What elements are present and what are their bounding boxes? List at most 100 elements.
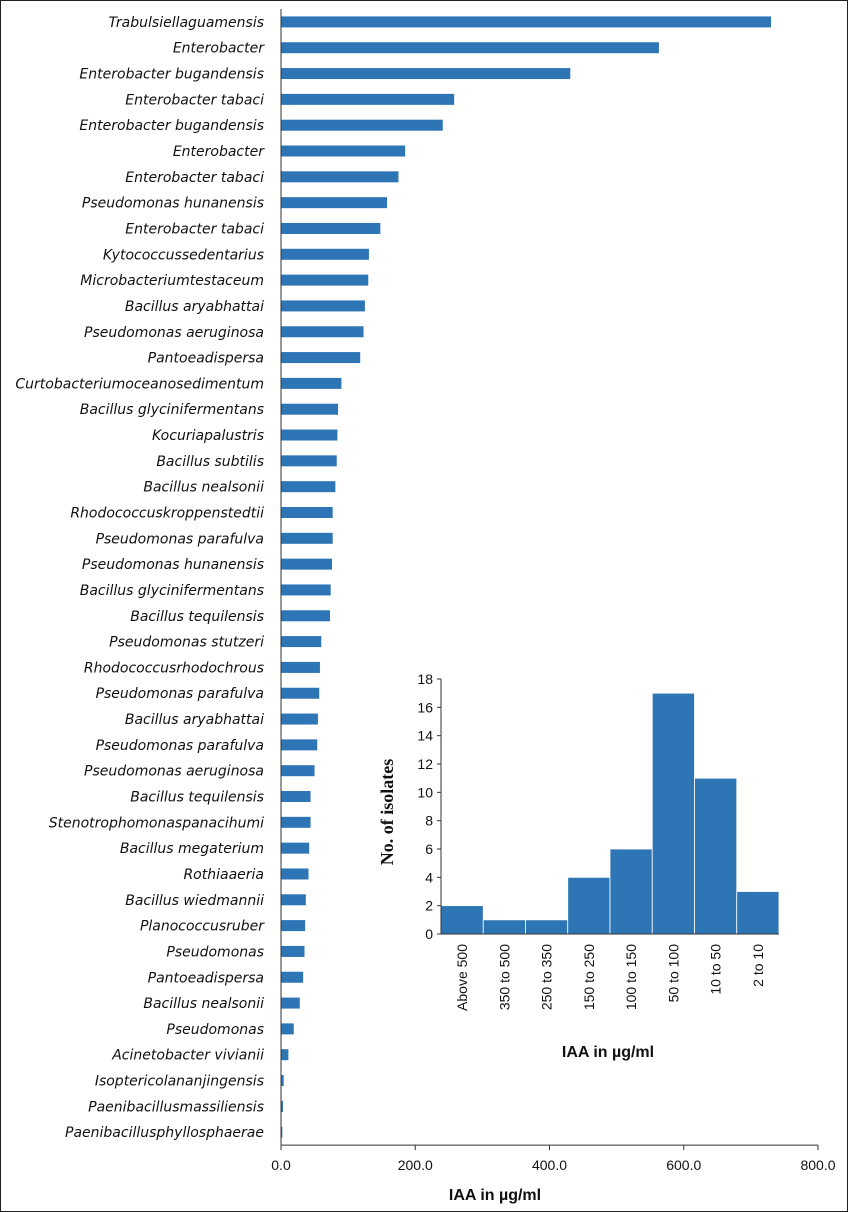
category-label-32: Stenotrophomonaspanacihumi — [49, 815, 264, 831]
category-label-39: Bacillus nealsonii — [143, 996, 264, 1012]
category-label-31: Bacillus tequilensis — [130, 790, 264, 806]
category-label-29: Pseudomonas parafulva — [96, 738, 264, 754]
bar-8 — [281, 197, 388, 209]
bar-1 — [281, 16, 772, 28]
category-label-4: Enterobacter tabaci — [125, 92, 264, 108]
bar-19 — [281, 481, 336, 493]
histogram-bar-2 — [482, 919, 526, 935]
bar-33 — [281, 842, 310, 854]
inset-x-tick-label-7: 10 to 50 — [708, 944, 724, 995]
category-label-36: Planococcusruber — [140, 919, 265, 935]
main-x-tick-label-2: 200.0 — [398, 1157, 433, 1173]
category-label-25: Pseudomonas stutzeri — [109, 635, 264, 651]
category-label-34: Rothiaaeria — [183, 867, 264, 883]
bar-24 — [281, 610, 330, 622]
bar-10 — [281, 248, 369, 260]
histogram-bar-1 — [440, 905, 484, 935]
bar-13 — [281, 326, 364, 338]
main-x-axis-title: IAA in µg/ml — [449, 1187, 541, 1204]
category-label-3: Enterobacter bugandensis — [79, 67, 264, 83]
histogram-bar-8 — [736, 891, 780, 935]
histogram-bar-6 — [651, 692, 695, 935]
inset-x-axis-title: IAA in µg/ml — [562, 1044, 654, 1061]
category-label-27: Pseudomonas parafulva — [96, 686, 264, 702]
category-label-12: Bacillus aryabhattai — [125, 299, 264, 315]
main-x-tick-label-5: 800.0 — [800, 1157, 835, 1173]
category-label-10: Kytococcussedentarius — [103, 247, 264, 263]
inset-y-axis-title: No. of isolates — [377, 759, 397, 866]
bar-44 — [281, 1126, 283, 1138]
category-label-14: Pantoeadispersa — [148, 351, 264, 367]
category-label-17: Kocuriapalustris — [152, 428, 264, 444]
bar-32 — [281, 816, 311, 828]
bar-38 — [281, 971, 304, 983]
bar-31 — [281, 791, 311, 803]
bar-11 — [281, 274, 369, 286]
bar-18 — [281, 455, 337, 467]
inset-y-tick-label-1: 0 — [425, 926, 433, 942]
bar-2 — [281, 42, 659, 54]
inset-x-tick-label-3: 250 to 350 — [539, 944, 555, 1010]
main-bar-chart: IAA in µg/ml Trabulsiellaguamensis Entero… — [15, 9, 836, 1204]
category-label-2: Enterobacter — [173, 41, 265, 57]
bar-12 — [281, 300, 365, 312]
category-label-6: Enterobacter — [173, 144, 265, 160]
category-label-38: Pantoeadispersa — [148, 970, 264, 986]
category-label-5: Enterobacter bugandensis — [79, 118, 264, 134]
bar-20 — [281, 506, 333, 518]
category-label-1: Trabulsiellaguamensis — [108, 15, 264, 31]
main-x-tick-label-3: 400.0 — [532, 1157, 567, 1173]
inset-y-tick-label-5: 8 — [425, 813, 433, 829]
category-label-43: Paenibacillusmassiliensis — [88, 1099, 264, 1115]
bar-26 — [281, 661, 320, 673]
category-label-30: Pseudomonas aeruginosa — [84, 764, 264, 780]
bar-17 — [281, 429, 338, 441]
bar-36 — [281, 920, 306, 932]
bar-37 — [281, 945, 305, 957]
bar-14 — [281, 352, 361, 364]
bar-43 — [281, 1100, 284, 1112]
category-label-41: Acinetobacter vivianii — [111, 1048, 264, 1064]
category-label-40: Pseudomonas — [166, 1022, 264, 1038]
category-label-9: Enterobacter tabaci — [125, 221, 264, 237]
inset-x-tick-label-1: Above 500 — [454, 944, 470, 1011]
bar-25 — [281, 636, 322, 648]
bar-7 — [281, 171, 399, 183]
bar-34 — [281, 868, 309, 880]
category-label-20: Rhodococcuskroppenstedtii — [70, 505, 264, 521]
bar-39 — [281, 997, 300, 1009]
bar-22 — [281, 558, 333, 570]
category-label-42: Isoptericolananjingensis — [95, 1074, 264, 1090]
inset-histogram: IAA in µg/ml No. of isolates Above 500 35… — [377, 671, 780, 1061]
inset-y-tick-label-9: 16 — [417, 699, 433, 715]
bar-29 — [281, 739, 318, 751]
category-label-18: Bacillus subtilis — [156, 454, 264, 470]
category-label-15: Curtobacteriumoceanosedimentum — [15, 376, 264, 392]
category-label-11: Microbacteriumtestaceum — [80, 273, 264, 289]
bar-40 — [281, 1023, 294, 1035]
inset-x-tick-label-6: 50 to 100 — [665, 944, 681, 1003]
category-label-35: Bacillus wiedmannii — [125, 893, 264, 909]
inset-x-tick-label-2: 350 to 500 — [496, 944, 512, 1010]
inset-y-tick-label-6: 10 — [417, 784, 433, 800]
category-label-26: Rhodococcusrhodochrous — [84, 660, 264, 676]
bar-42 — [281, 1075, 284, 1087]
inset-y-tick-label-2: 2 — [425, 898, 433, 914]
bar-15 — [281, 377, 342, 389]
category-label-44: Paenibacillusphyllosphaerae — [65, 1125, 264, 1141]
inset-y-tick-label-10: 18 — [417, 671, 433, 687]
bar-35 — [281, 894, 306, 906]
main-x-tick-label-1: 0.0 — [271, 1157, 291, 1173]
inset-y-tick-label-3: 4 — [425, 869, 433, 885]
inset-x-tick-label-4: 150 to 250 — [581, 944, 597, 1010]
bar-6 — [281, 145, 406, 157]
category-label-21: Pseudomonas parafulva — [96, 531, 264, 547]
bar-3 — [281, 68, 571, 80]
category-label-33: Bacillus megaterium — [120, 841, 264, 857]
bar-27 — [281, 687, 320, 699]
histogram-bar-4 — [567, 876, 611, 935]
bar-5 — [281, 119, 443, 131]
inset-y-tick-label-8: 14 — [417, 728, 433, 744]
